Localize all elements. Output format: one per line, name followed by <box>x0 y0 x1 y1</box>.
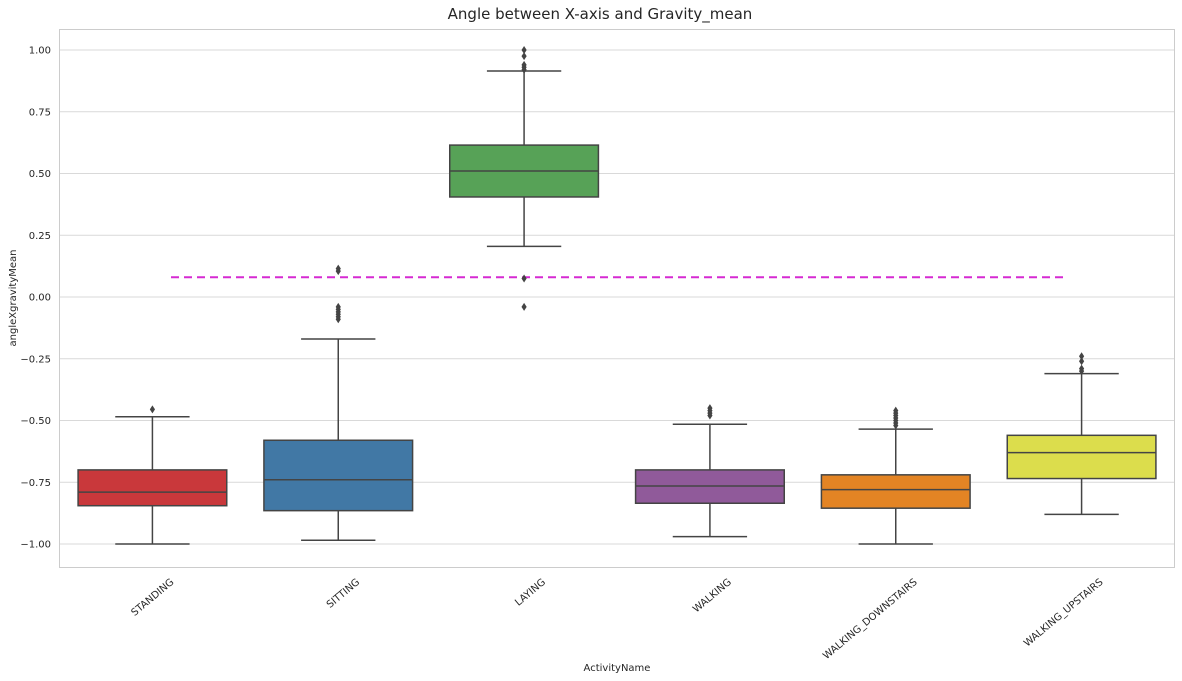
y-tick-label: −0.75 <box>20 478 51 489</box>
box-iqr <box>1006 434 1157 480</box>
box-walking <box>634 404 785 538</box>
outlier-point <box>149 405 156 414</box>
x-axis-label: ActivityName <box>584 663 651 674</box>
box-sitting <box>263 264 414 542</box>
outlier-point <box>521 52 527 61</box>
x-tick-label: WALKING_DOWNSTAIRS <box>821 577 919 662</box>
y-tick-label: 1.00 <box>29 46 51 57</box>
outlier-point <box>521 274 527 283</box>
box-iqr <box>820 474 971 509</box>
outlier-point <box>521 46 527 54</box>
gridlines <box>59 49 1175 545</box>
y-tick-label: 0.25 <box>29 231 51 242</box>
box-iqr <box>77 469 228 507</box>
y-tick-label: 0.00 <box>29 293 51 304</box>
outlier-point <box>521 60 527 69</box>
box-walking-upstairs <box>1006 352 1157 516</box>
x-axis-ticks: STANDING SITTING LAYING WALKING WALKING_DOWN… <box>130 577 1106 662</box>
outlier-point <box>707 411 713 420</box>
outlier-point <box>893 421 899 430</box>
x-tick-label: LAYING <box>513 577 548 609</box>
outlier-point <box>521 302 527 311</box>
box-standing <box>77 405 228 545</box>
outlier-point <box>335 315 341 324</box>
y-tick-label: −0.25 <box>20 354 51 365</box>
outlier-point <box>1078 367 1085 376</box>
plot-area-frame <box>59 29 1175 568</box>
box-iqr <box>263 439 414 512</box>
box-laying <box>449 46 600 311</box>
y-tick-label: −0.50 <box>20 416 51 427</box>
outlier-point <box>1078 352 1085 361</box>
x-tick-label: WALKING_UPSTAIRS <box>1022 577 1105 649</box>
box-walking-downstairs <box>820 406 971 545</box>
y-axis-ticks: 1.00 0.75 0.50 0.25 0.00 −0.25 −0.50 −0.75 −1.00 <box>20 46 51 551</box>
y-axis-label: angleXgravityMean <box>8 250 19 347</box>
outlier-point <box>335 264 341 273</box>
x-tick-label: STANDING <box>130 577 177 619</box>
x-tick-label: SITTING <box>325 577 362 611</box>
y-tick-label: −1.00 <box>20 540 51 551</box>
chart-title: Angle between X-axis and Gravity_mean <box>448 5 753 24</box>
x-tick-label: WALKING <box>691 577 734 615</box>
boxes-layer <box>77 46 1157 545</box>
y-tick-label: 0.75 <box>29 107 51 118</box>
outlier-point <box>1078 357 1085 366</box>
y-tick-label: 0.50 <box>29 169 51 180</box>
